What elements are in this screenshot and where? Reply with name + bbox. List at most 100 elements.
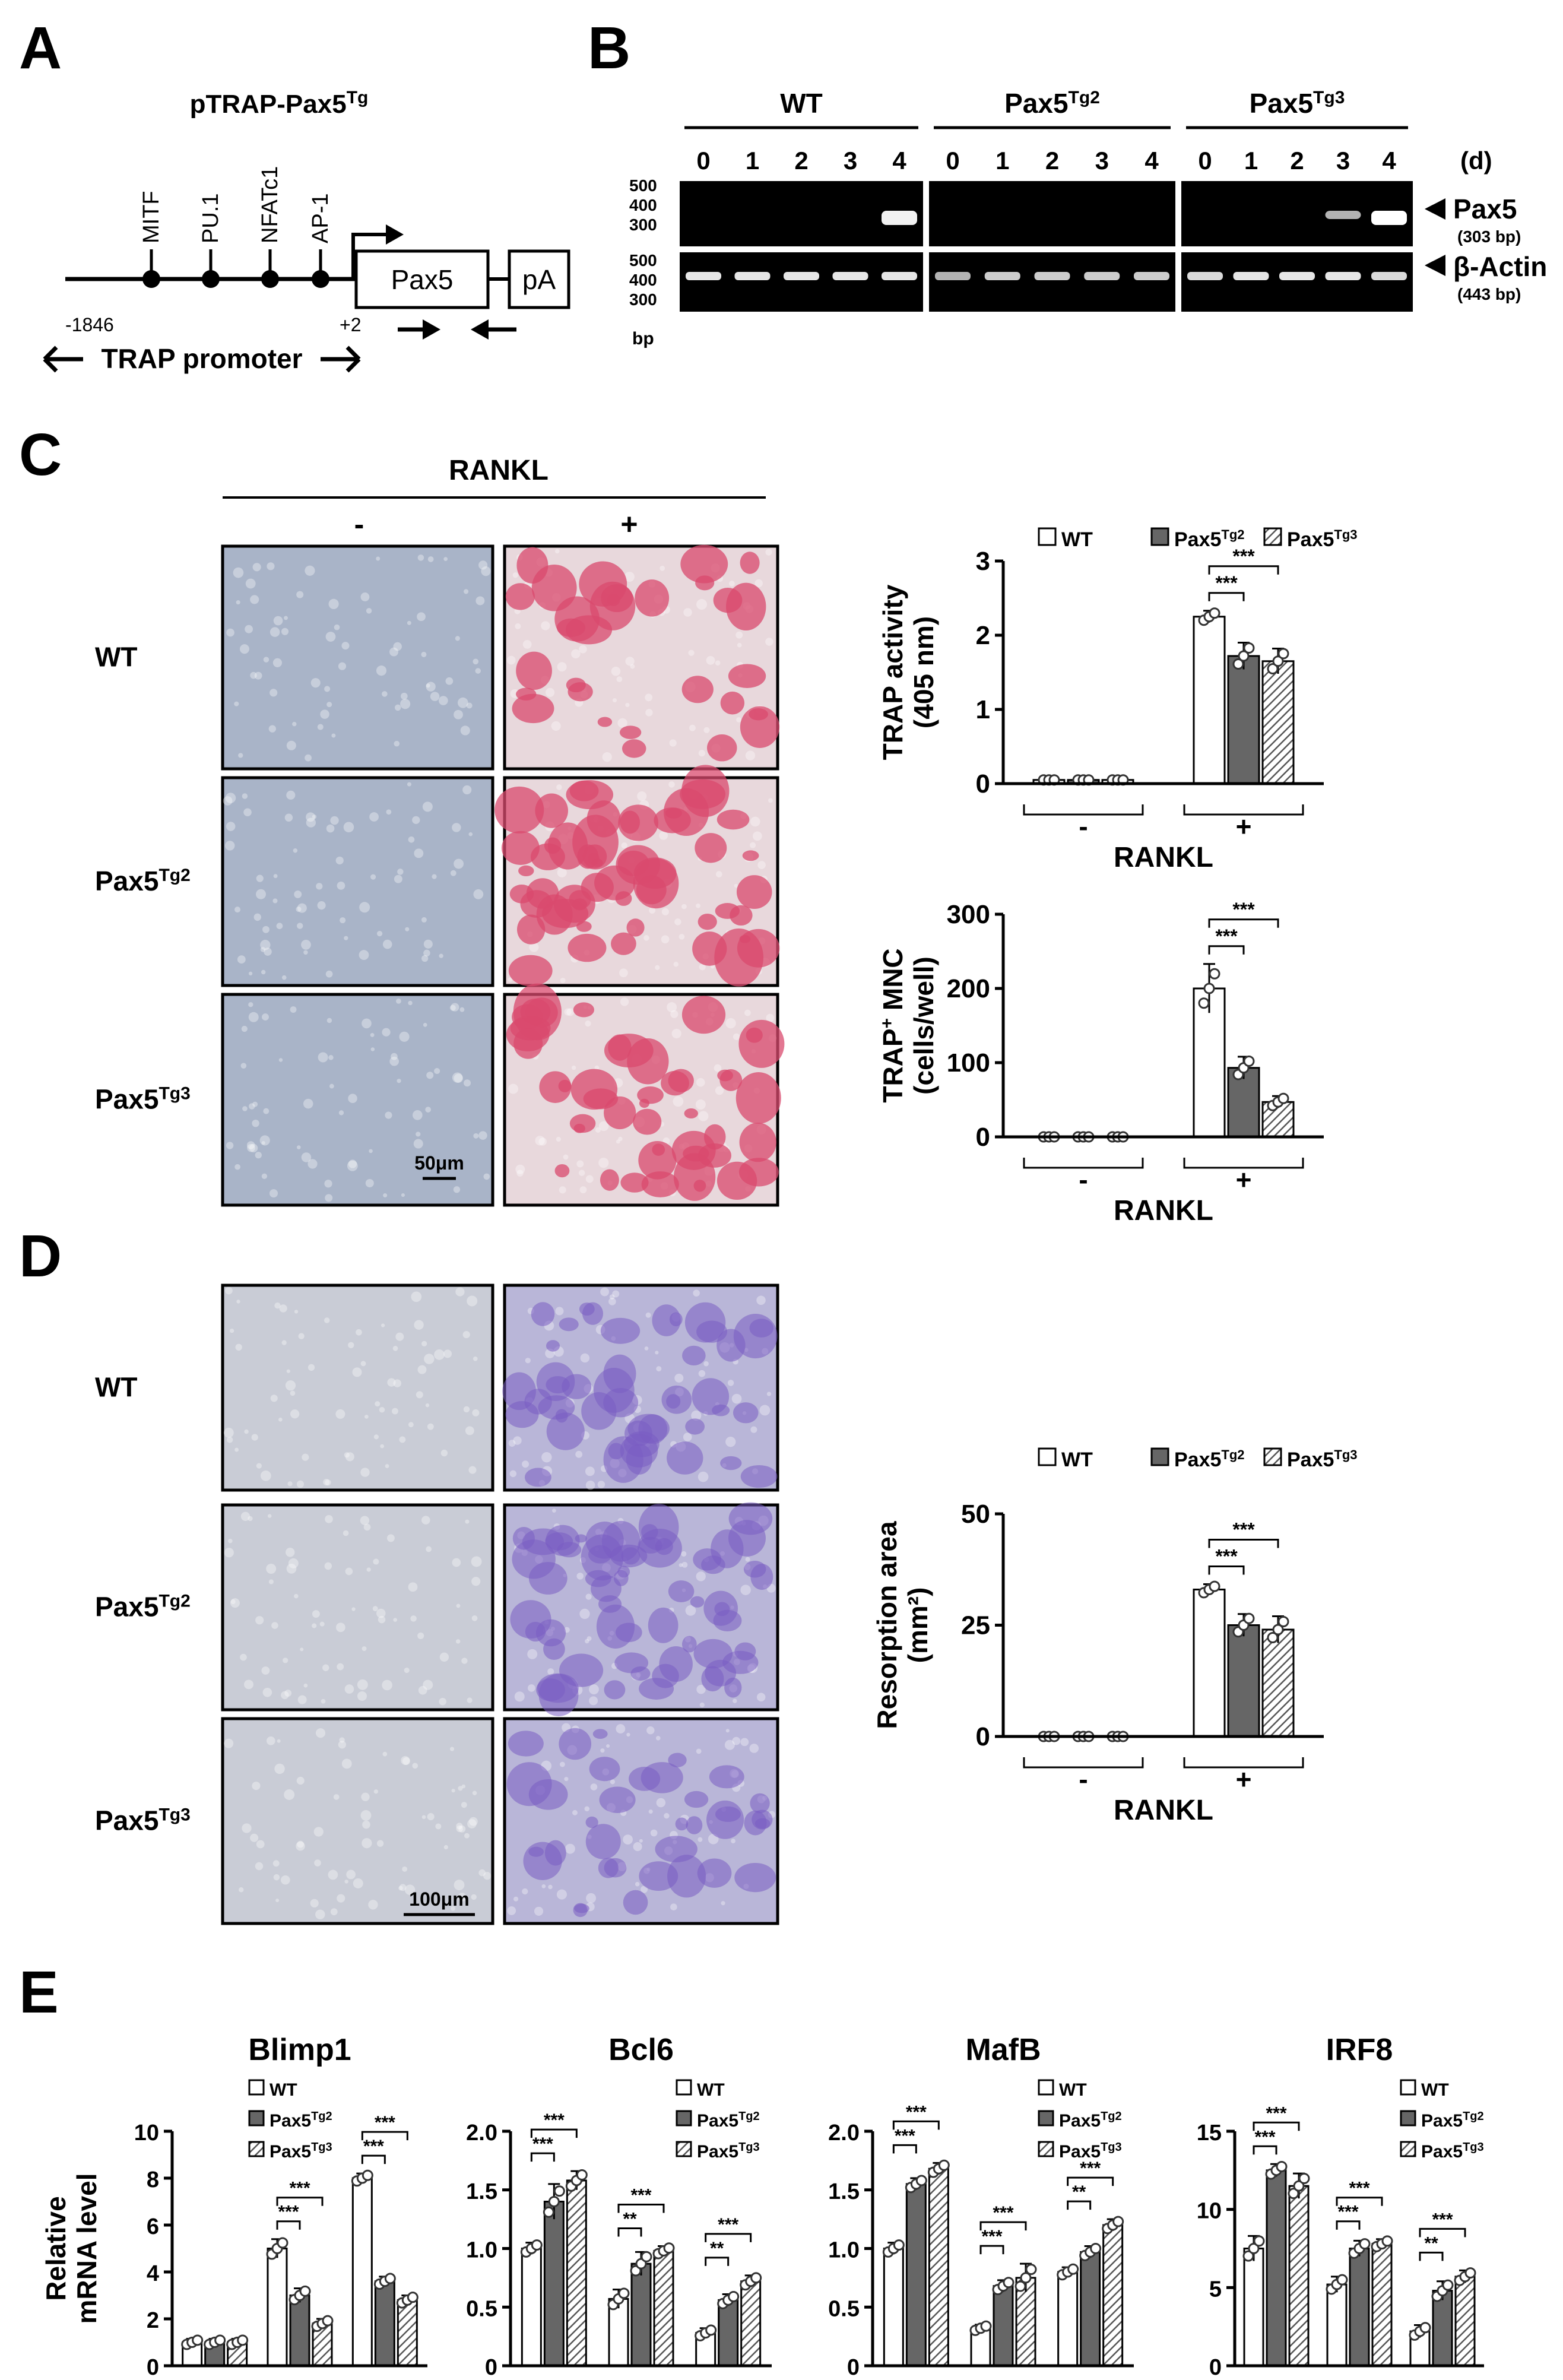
stained-cell: [709, 1765, 744, 1789]
texture-speck: [696, 1684, 706, 1694]
texture-speck: [267, 562, 275, 571]
texture-speck: [264, 947, 272, 956]
texture-speck: [330, 816, 339, 825]
texture-speck: [303, 1683, 308, 1688]
significance-bracket: [530, 2128, 578, 2138]
row-label-d: WT: [95, 1372, 138, 1403]
stained-cell: [736, 875, 772, 909]
texture-speck: [325, 970, 333, 978]
bar: [740, 2280, 762, 2367]
texture-speck: [527, 1684, 535, 1692]
texture-speck: [281, 1691, 289, 1700]
svg-text:PU.1: PU.1: [198, 194, 223, 243]
texture-speck: [238, 753, 243, 758]
texture-speck: [363, 1523, 371, 1531]
texture-speck: [421, 917, 427, 923]
texture-speck: [329, 1083, 334, 1089]
group-bracket: [1023, 804, 1144, 816]
texture-speck: [646, 1726, 655, 1735]
y-tick-label: 1.5: [828, 2179, 860, 2204]
texture-speck: [698, 1837, 703, 1842]
bar: [1454, 2276, 1476, 2367]
stained-cell: [613, 1570, 629, 1586]
data-point: [237, 2334, 249, 2346]
data-point: [1014, 2280, 1026, 2292]
data-point: [576, 2169, 588, 2181]
x-category-label: -: [1079, 1764, 1088, 1795]
legend-label: Pax5Tg2: [1059, 2110, 1122, 2131]
texture-speck: [345, 1567, 353, 1576]
stained-cell: [668, 1752, 687, 1767]
pax5-label: Pax5: [1453, 194, 1517, 224]
texture-speck: [506, 655, 516, 665]
texture-speck: [392, 1346, 398, 1351]
texture-speck: [360, 1516, 370, 1525]
texture-speck: [394, 740, 400, 747]
texture-speck: [451, 1906, 455, 1911]
texture-speck: [394, 704, 401, 711]
stained-cell: [524, 1389, 552, 1415]
significance-bracket: [979, 2221, 1027, 2231]
stained-cell: [685, 1418, 705, 1435]
texture-speck: [341, 1758, 352, 1769]
x-unit-label: (d): [763, 2379, 792, 2380]
texture-speck: [372, 1606, 378, 1612]
ladder-bottom-label: 500: [629, 251, 657, 270]
stained-cell: [535, 793, 568, 828]
texture-speck: [625, 657, 635, 666]
texture-speck: [369, 812, 379, 822]
texture-speck: [610, 1779, 616, 1785]
texture-speck: [535, 1136, 545, 1146]
site-pu1: PU.1: [198, 194, 223, 288]
texture-speck: [262, 1013, 269, 1021]
legend-label: Pax5Tg3: [270, 2141, 332, 2162]
texture-speck: [546, 687, 555, 697]
texture-speck: [286, 740, 296, 750]
texture-speck: [404, 1884, 416, 1896]
texture-speck: [571, 649, 581, 659]
actin-band: [1325, 272, 1361, 280]
texture-speck: [401, 692, 408, 700]
texture-speck: [302, 1453, 309, 1461]
stained-cell: [652, 1304, 681, 1336]
stained-cell: [546, 1412, 585, 1450]
texture-speck: [394, 874, 402, 883]
texture-speck: [225, 793, 236, 803]
texture-speck: [626, 1732, 630, 1737]
texture-speck: [362, 1018, 372, 1029]
texture-speck: [251, 1434, 258, 1441]
texture-speck: [256, 1840, 265, 1849]
texture-speck: [731, 1839, 735, 1844]
texture-speck: [425, 1403, 430, 1408]
chart-resorption: 0 25 50 - + *** *** RANKL Resorption area (mm²): [871, 1500, 1324, 1826]
stained-cell: [682, 1345, 706, 1366]
texture-speck: [273, 1874, 280, 1881]
y-tick-label: 0.5: [466, 2296, 497, 2321]
texture-speck: [370, 1047, 375, 1051]
site-ap1: AP-1: [308, 194, 333, 288]
texture-speck: [273, 616, 283, 626]
x-category-label: 2: [293, 2379, 306, 2380]
texture-speck: [585, 1175, 594, 1183]
stained-cell: [576, 921, 592, 932]
texture-speck: [344, 936, 348, 940]
texture-speck: [356, 1329, 362, 1336]
significance-bracket: [1253, 2121, 1300, 2131]
texture-speck: [590, 1783, 598, 1790]
texture-speck: [753, 831, 762, 841]
texture-speck: [250, 595, 259, 604]
significance-bracket: [1419, 2227, 1466, 2238]
row-label-c: Pax5Tg3: [95, 1084, 191, 1115]
stained-cell: [742, 850, 759, 861]
texture-speck: [382, 1679, 392, 1691]
texture-speck: [334, 624, 340, 630]
stained-cell: [633, 1108, 662, 1135]
stained-cell: [690, 1596, 705, 1608]
texture-speck: [288, 1558, 299, 1568]
texture-speck: [547, 1668, 554, 1675]
panel-c: RANKL - + WT Pax5Tg2 Pax5Tg3 50μm: [95, 455, 785, 1207]
texture-speck: [565, 1843, 575, 1854]
texture-speck: [740, 1584, 751, 1595]
stained-cell: [696, 1320, 728, 1343]
